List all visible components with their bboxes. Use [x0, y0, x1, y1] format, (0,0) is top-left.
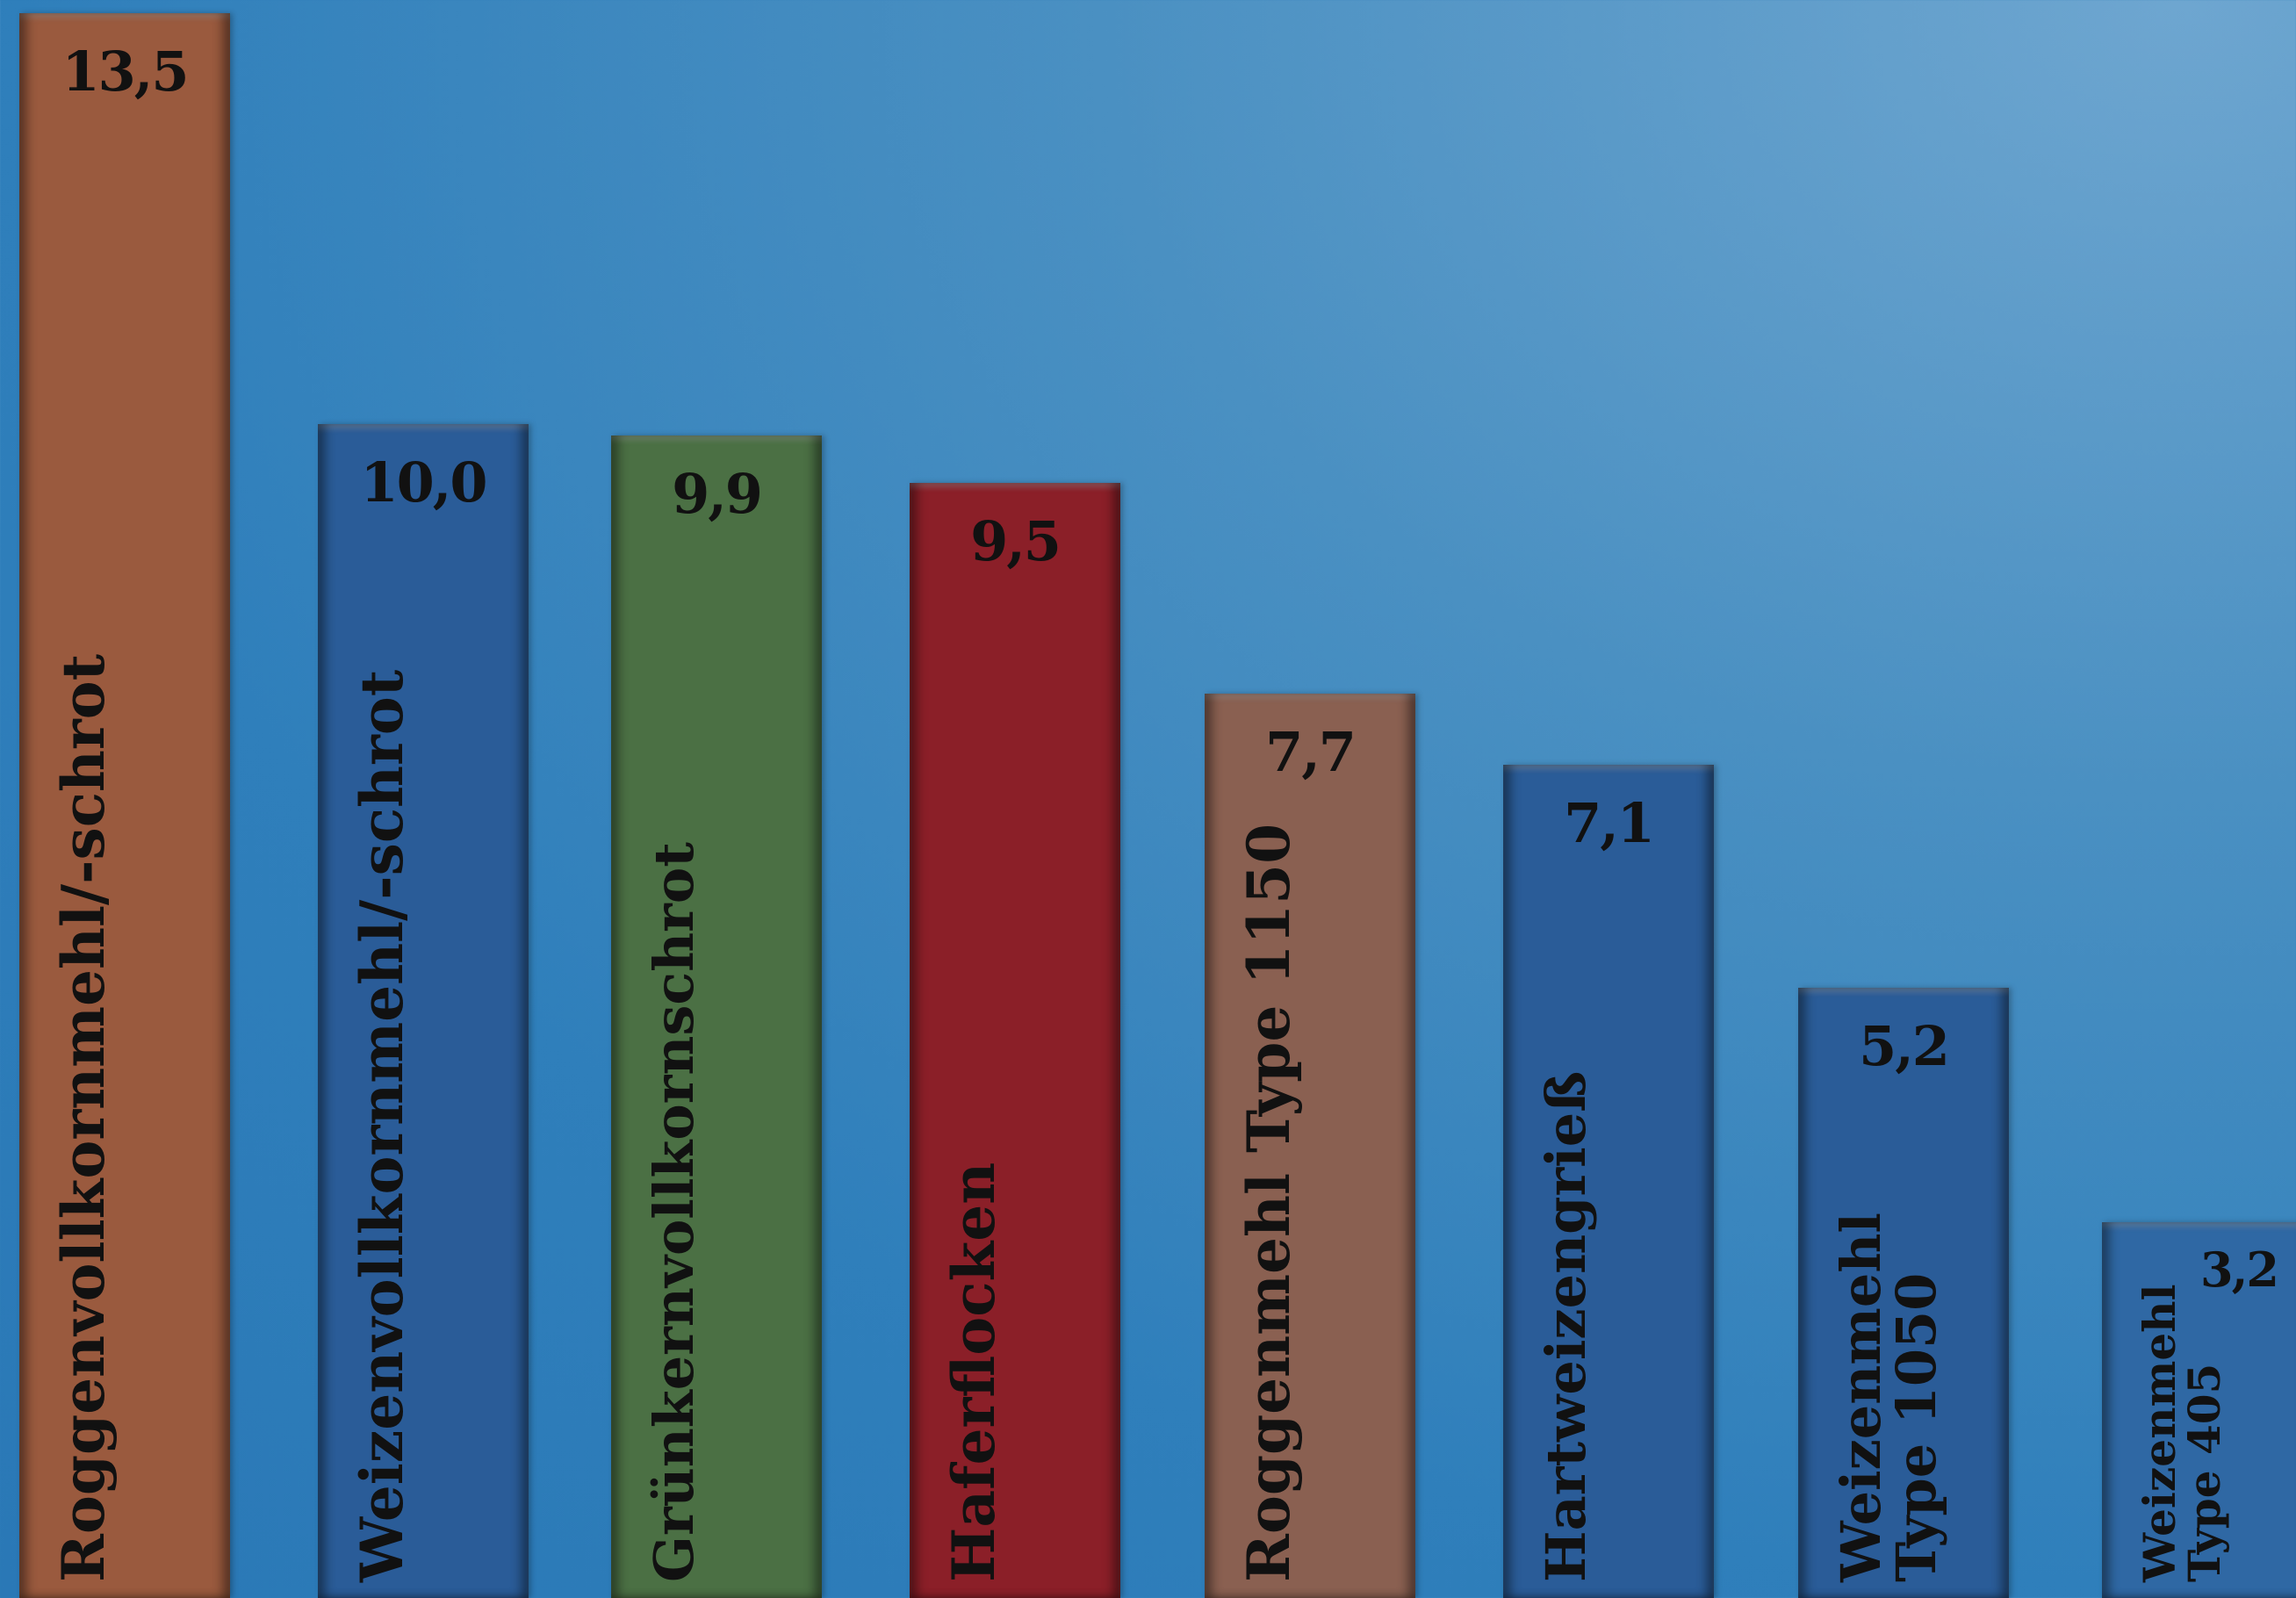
data-label: 9,9 [672, 462, 763, 527]
category-label: Weizenmehl Type 405 [2134, 1284, 2230, 1582]
category-label: Roggenvollkornmehl/-schrot [49, 653, 118, 1582]
category-label: Haferflocken [939, 1162, 1008, 1582]
bar-4: 9,5 Haferflocken [910, 482, 1120, 1598]
bar-fill [2102, 1222, 2296, 1598]
data-label: 10,0 [360, 450, 487, 515]
bar-5: 7,7 Roggenmehl Type 1150 [1205, 694, 1415, 1598]
data-label: 5,2 [1859, 1013, 1950, 1078]
data-label: 7,7 [1265, 720, 1357, 785]
bar-fill [611, 435, 822, 1598]
bar-3: 9,9 Grünkernvollkornschrot [611, 435, 822, 1598]
data-label: 13,5 [61, 40, 189, 104]
bar-fill [19, 13, 230, 1598]
category-label: Weizenmehl Type 1050 [1829, 1213, 1949, 1582]
bar-1: 13,5 Roggenvollkornmehl/-schrot [19, 13, 230, 1598]
bar-7: 5,2 Weizenmehl Type 1050 [1798, 987, 2009, 1598]
category-label: Roggenmehl Type 1150 [1234, 823, 1303, 1582]
category-label: Grünkernvollkornschrot [642, 842, 706, 1582]
category-label: Weizenvollkornmehl/-schrot [348, 669, 416, 1582]
bar-fill [1798, 987, 2009, 1598]
bar-fill [1205, 694, 1415, 1598]
data-label: 7,1 [1564, 790, 1655, 855]
bar-fill [1503, 764, 1714, 1598]
bar-6: 7,1 Hartweizengrieß [1503, 764, 1714, 1598]
bar-8: 3,2 Weizenmehl Type 405 [2102, 1222, 2296, 1598]
category-label: Hartweizengrieß [1534, 1070, 1598, 1582]
bar-2: 10,0 Weizenvollkornmehl/-schrot [318, 423, 529, 1598]
data-label: 9,5 [970, 508, 1062, 573]
bar-fill [910, 482, 1120, 1598]
data-label: 3,2 [2200, 1242, 2279, 1299]
bar-fill [318, 423, 529, 1598]
